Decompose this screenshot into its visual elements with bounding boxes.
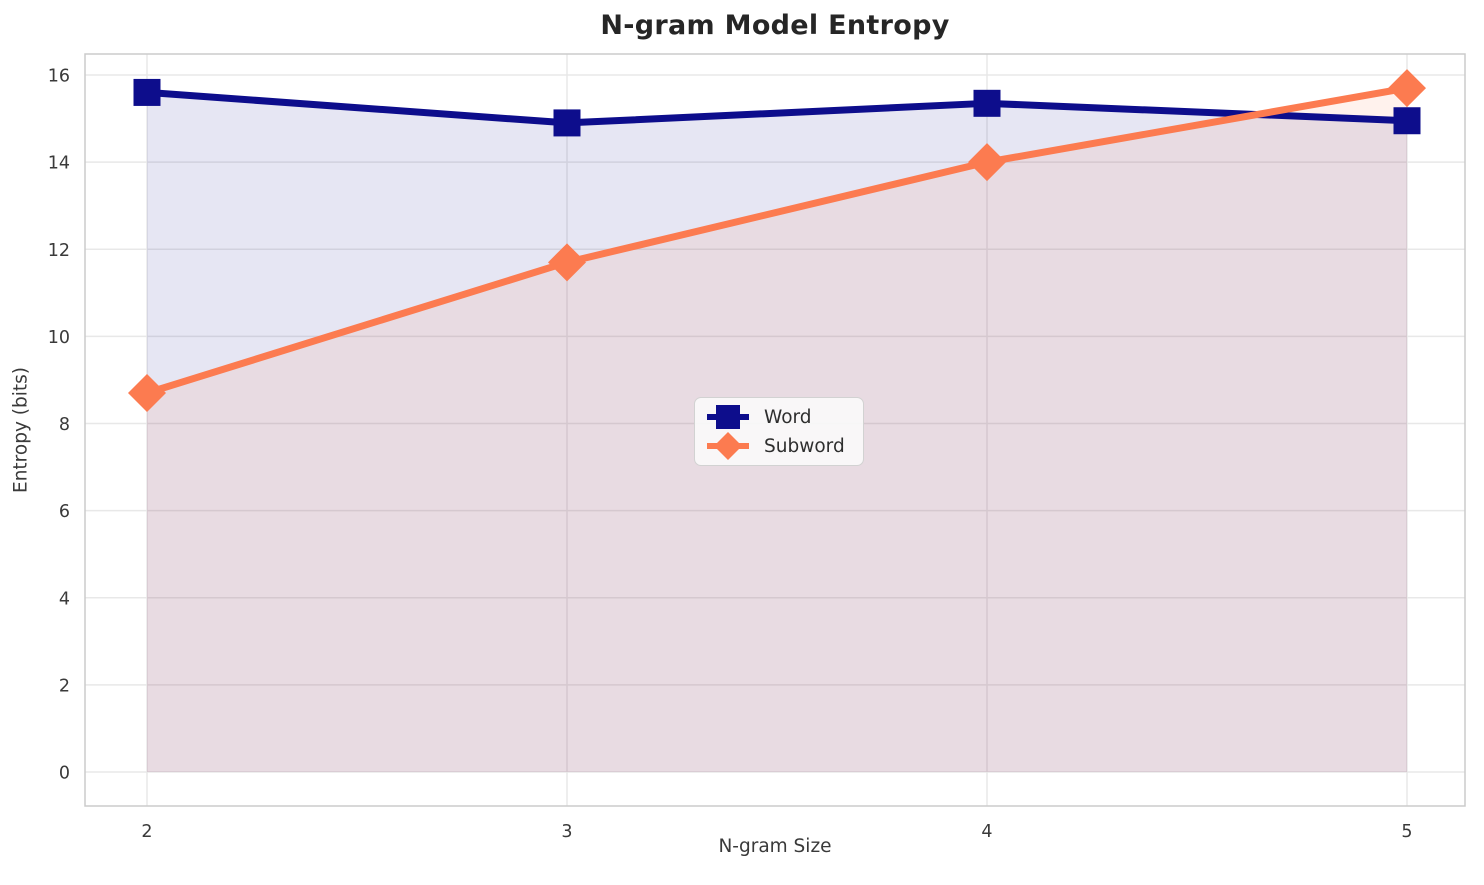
- subword-diamond-marker-icon: [707, 432, 749, 460]
- plot-border: [84, 53, 1466, 807]
- legend: Word Subword: [694, 397, 864, 466]
- x-axis-label: N-gram Size: [718, 836, 832, 857]
- y-tick-label: 6: [59, 502, 70, 522]
- subword-line: [143, 84, 1411, 397]
- legend-item-word: Word: [705, 403, 845, 431]
- word-marker: [553, 109, 581, 137]
- word-marker: [1393, 107, 1421, 135]
- y-tick-label: 2: [59, 676, 70, 696]
- y-tick-label: 12: [48, 241, 70, 261]
- legend-label-subword: Subword: [764, 435, 845, 457]
- subword-marker: [128, 374, 166, 413]
- y-tick-label: 8: [59, 415, 70, 435]
- word-square-marker-icon: [707, 405, 749, 429]
- word-line: [143, 88, 1411, 127]
- y-tick-label: 4: [59, 589, 70, 609]
- word-marker: [973, 89, 1001, 117]
- x-tick-label: 3: [561, 822, 572, 842]
- subword-marker: [968, 143, 1006, 182]
- legend-label-word: Word: [764, 406, 812, 428]
- subword-marker: [548, 243, 586, 282]
- y-axis-label: Entropy (bits): [10, 367, 32, 493]
- x-tick-label: 4: [981, 822, 992, 842]
- y-tick-label: 14: [48, 154, 70, 174]
- x-tick-label: 5: [1401, 822, 1412, 842]
- word-marker: [133, 78, 161, 106]
- y-tick-label: 10: [48, 328, 70, 348]
- chart-title: N-gram Model Entropy: [600, 10, 950, 41]
- legend-item-subword: Subword: [705, 432, 845, 460]
- subword-marker: [1388, 69, 1426, 108]
- y-tick-label: 0: [59, 764, 70, 784]
- x-tick-label: 2: [141, 822, 152, 842]
- y-tick-label: 16: [48, 67, 70, 87]
